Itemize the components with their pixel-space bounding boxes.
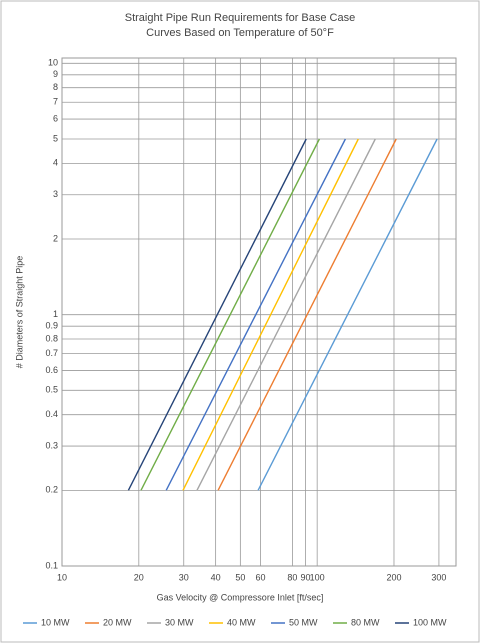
legend-label: 50 MW xyxy=(289,617,318,627)
y-tick-label: 8 xyxy=(53,82,58,92)
x-tick-label: 100 xyxy=(310,572,325,582)
series-line xyxy=(140,138,321,491)
legend-label: 40 MW xyxy=(227,617,256,627)
y-tick-label: 2 xyxy=(53,233,58,243)
x-tick-label: 80 xyxy=(287,572,297,582)
y-tick-label: 1 xyxy=(53,309,58,319)
y-tick-label: 10 xyxy=(48,58,58,68)
y-tick-label: 0.2 xyxy=(45,485,58,495)
y-tick-label: 0.9 xyxy=(45,321,58,331)
legend-label: 10 MW xyxy=(41,617,70,627)
x-tick-label: 30 xyxy=(179,572,189,582)
chart-subtitle: Curves Based on Temperature of 50°F xyxy=(146,27,334,39)
y-tick-label: 0.4 xyxy=(45,409,58,419)
y-tick-label: 7 xyxy=(53,97,58,107)
y-tick-label: 0.6 xyxy=(45,365,58,375)
x-tick-label: 300 xyxy=(431,572,446,582)
series-line xyxy=(127,138,307,491)
x-tick-label: 40 xyxy=(211,572,221,582)
y-tick-label: 0.5 xyxy=(45,385,58,395)
y-tick-label: 9 xyxy=(53,69,58,79)
x-axis-label: Gas Velocity @ Compressore Inlet [ft/sec… xyxy=(157,592,324,602)
series-line xyxy=(165,138,347,491)
legend-label: 20 MW xyxy=(103,617,132,627)
x-tick-label: 20 xyxy=(134,572,144,582)
y-tick-label: 6 xyxy=(53,113,58,123)
y-axis-label: # Diameters of Straight Pipe xyxy=(14,256,24,369)
y-tick-label: 5 xyxy=(53,133,58,143)
legend-label: 30 MW xyxy=(165,617,194,627)
legend-label: 80 MW xyxy=(351,617,380,627)
x-tick-label: 50 xyxy=(235,572,245,582)
series-line xyxy=(257,138,438,491)
y-tick-label: 0.8 xyxy=(45,333,58,343)
series-line xyxy=(217,138,397,491)
y-tick-label: 3 xyxy=(53,189,58,199)
chart-title: Straight Pipe Run Requirements for Base … xyxy=(125,12,356,24)
x-tick-label: 90 xyxy=(300,572,310,582)
series-line xyxy=(182,138,359,491)
y-tick-label: 0.1 xyxy=(45,560,58,570)
legend-label: 100 MW xyxy=(413,617,447,627)
y-tick-label: 4 xyxy=(53,158,58,168)
x-tick-label: 10 xyxy=(57,572,67,582)
y-tick-label: 0.7 xyxy=(45,348,58,358)
x-tick-label: 200 xyxy=(386,572,401,582)
y-tick-label: 0.3 xyxy=(45,440,58,450)
series-line xyxy=(196,138,376,491)
x-tick-label: 60 xyxy=(256,572,266,582)
